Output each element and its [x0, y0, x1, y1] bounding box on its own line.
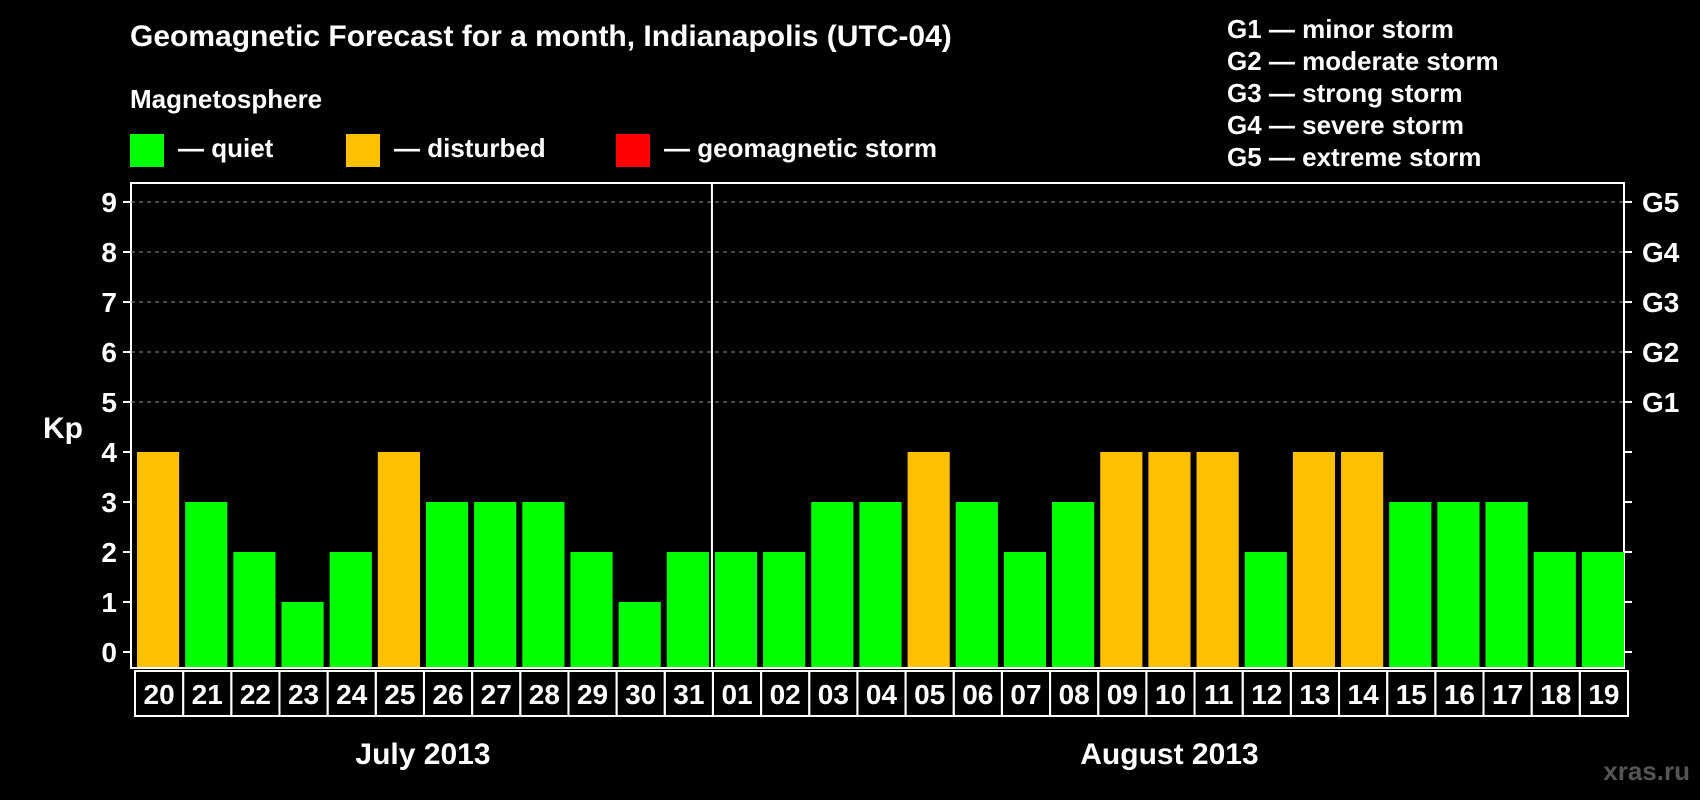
x-tick-label: 08 — [1059, 679, 1090, 710]
x-tick-label: 13 — [1299, 679, 1330, 710]
storm-legend-g5: G5 — extreme storm — [1227, 142, 1482, 172]
storm-legend-g3: G3 — strong storm — [1227, 78, 1463, 108]
bar — [955, 502, 998, 667]
x-tick-label: 16 — [1444, 679, 1475, 710]
bar — [377, 452, 420, 667]
bar — [329, 552, 372, 667]
x-tick-label: 05 — [914, 679, 945, 710]
x-tick-label: 22 — [240, 679, 271, 710]
storm-legend-g1: G1 — minor storm — [1227, 14, 1454, 44]
x-tick-label: 14 — [1348, 679, 1380, 710]
x-tick-label: 12 — [1251, 679, 1282, 710]
bar — [714, 552, 758, 667]
bar — [233, 552, 276, 667]
x-tick-label: 10 — [1155, 679, 1186, 710]
legend-swatch-disturbed — [346, 134, 380, 167]
x-tick-label: 03 — [818, 679, 849, 710]
storm-legend-g2: G2 — moderate storm — [1227, 46, 1499, 76]
bar — [666, 552, 709, 667]
bar — [1196, 452, 1239, 667]
bar — [137, 452, 180, 667]
g-scale-label: G3 — [1642, 287, 1679, 318]
bar — [1581, 552, 1624, 667]
legend-label-disturbed: — disturbed — [394, 133, 546, 163]
chart-title: Geomagnetic Forecast for a month, Indian… — [130, 20, 952, 53]
y-tick-label: 1 — [101, 587, 117, 618]
bar — [570, 552, 613, 667]
x-tick-label: 06 — [962, 679, 993, 710]
bar — [1148, 452, 1191, 667]
g-scale-label: G5 — [1642, 187, 1679, 218]
bar — [763, 552, 806, 667]
storm-legend-g4: G4 — severe storm — [1227, 110, 1465, 140]
x-tick-label: 24 — [336, 679, 368, 710]
y-tick-label: 9 — [101, 187, 117, 218]
x-tick-label: 28 — [529, 679, 560, 710]
month-label: July 2013 — [355, 738, 490, 771]
x-tick-label: 07 — [1010, 679, 1041, 710]
bar — [185, 502, 228, 667]
plot-frame — [130, 182, 1625, 669]
y-axis-title: Kp — [43, 412, 83, 445]
x-tick-label: 30 — [625, 679, 656, 710]
legend-label-storm: — geomagnetic storm — [664, 133, 938, 163]
bar — [1292, 452, 1336, 667]
x-tick-label: 18 — [1540, 679, 1571, 710]
bar — [859, 502, 902, 667]
x-tick-label: 29 — [577, 679, 608, 710]
x-tick-label: 23 — [288, 679, 319, 710]
y-tick-label: 2 — [101, 537, 117, 568]
x-tick-label: 25 — [384, 679, 415, 710]
bar — [474, 502, 517, 667]
bar — [522, 502, 565, 667]
bar — [618, 602, 661, 667]
month-label: August 2013 — [1080, 738, 1258, 771]
bar — [281, 602, 324, 667]
x-tick-label: 01 — [721, 679, 752, 710]
x-tick-label: 19 — [1588, 679, 1619, 710]
watermark: xras.ru — [1603, 756, 1690, 786]
x-tick-label: 15 — [1396, 679, 1427, 710]
bar — [811, 502, 854, 667]
legend-swatch-storm — [616, 134, 650, 167]
y-tick-label: 8 — [101, 237, 117, 268]
bar — [1485, 502, 1528, 667]
x-tick-label: 31 — [673, 679, 704, 710]
bar — [1533, 552, 1576, 667]
legend-label-quiet: — quiet — [178, 133, 274, 163]
x-tick-label: 04 — [866, 679, 898, 710]
bar — [1003, 552, 1047, 667]
bar — [1052, 502, 1095, 667]
bar — [1100, 452, 1143, 667]
day-label-box — [1578, 670, 1630, 717]
g-scale-label: G1 — [1642, 387, 1679, 418]
y-tick-label: 0 — [101, 637, 117, 668]
y-tick-label: 4 — [101, 437, 117, 468]
x-tick-label: 20 — [144, 679, 175, 710]
bar — [1341, 452, 1384, 667]
y-tick-label: 6 — [101, 337, 117, 368]
x-tick-label: 02 — [770, 679, 801, 710]
x-tick-label: 27 — [481, 679, 512, 710]
x-tick-label: 21 — [192, 679, 223, 710]
g-scale-label: G4 — [1642, 237, 1680, 268]
bar — [1389, 502, 1432, 667]
y-tick-label: 3 — [101, 487, 117, 518]
legend-swatch-quiet — [130, 134, 164, 167]
y-tick-label: 7 — [101, 287, 117, 318]
bar — [425, 502, 469, 667]
x-tick-label: 09 — [1107, 679, 1138, 710]
bar — [1437, 502, 1480, 667]
bar — [1244, 552, 1287, 667]
x-tick-label: 17 — [1492, 679, 1523, 710]
x-tick-label: 11 — [1204, 679, 1234, 710]
y-tick-label: 5 — [101, 387, 117, 418]
g-scale-label: G2 — [1642, 337, 1679, 368]
bar — [907, 452, 950, 667]
x-tick-label: 26 — [432, 679, 463, 710]
legend-title: Magnetosphere — [130, 84, 323, 114]
